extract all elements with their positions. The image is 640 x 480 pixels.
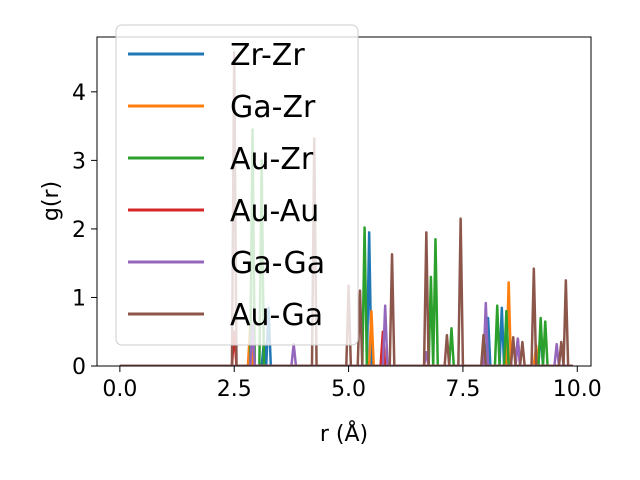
legend-label-zr-zr: Zr-Zr (230, 38, 305, 73)
x-tick-label: 0.0 (102, 377, 137, 402)
x-axis-label: r (Å) (320, 420, 368, 447)
y-tick-label: 1 (72, 286, 86, 311)
y-axis: 0 1 2 3 4 (72, 81, 97, 380)
y-axis-label: g(r) (39, 181, 64, 221)
y-tick-label: 3 (72, 149, 86, 174)
series-line-au-ga (119, 50, 573, 366)
x-axis: 0.0 2.5 5.0 7.5 10.0 (102, 366, 602, 402)
legend: Zr-Zr Ga-Zr Au-Zr Au-Au Ga-Ga Au-Ga (115, 24, 359, 346)
x-tick-label: 7.5 (445, 377, 480, 402)
y-tick-label: 4 (72, 81, 86, 106)
x-tick-label: 10.0 (553, 377, 602, 402)
y-tick-label: 2 (72, 218, 86, 243)
legend-label-ga-zr: Ga-Zr (230, 90, 316, 125)
legend-label-au-zr: Au-Zr (230, 142, 314, 177)
x-tick-label: 5.0 (331, 377, 366, 402)
legend-label-au-au: Au-Au (230, 194, 319, 229)
legend-box (115, 24, 359, 346)
legend-label-au-ga: Au-Ga (230, 298, 323, 333)
legend-label-ga-ga: Ga-Ga (230, 246, 325, 281)
series-line-ga-ga (119, 301, 573, 366)
y-tick-label: 0 (72, 355, 86, 380)
x-tick-label: 2.5 (217, 377, 252, 402)
